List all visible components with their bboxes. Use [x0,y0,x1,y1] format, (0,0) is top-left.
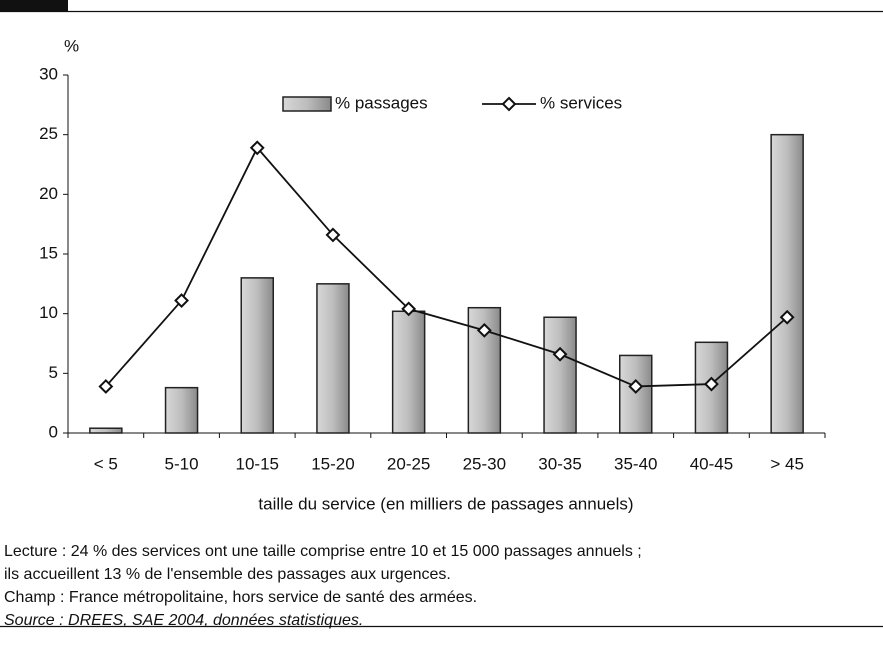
bar [770,133,804,434]
x-tick-label: 30-35 [538,454,581,473]
x-tick-label: 25-30 [463,454,506,473]
line-marker [476,322,492,338]
x-tick-label: 5-10 [165,454,199,473]
x-tick-label: 40-45 [690,454,733,473]
y-tick-label: 15 [39,243,58,262]
line-marker [249,140,265,156]
source: Source : DREES, SAE 2004, données statis… [4,612,363,629]
legend-marker [501,96,517,112]
y-axis-label: % [64,36,79,55]
y-tick-label: 30 [39,64,58,83]
line-marker [401,301,417,317]
x-tick-label: 15-20 [311,454,354,473]
bar [89,427,123,434]
line-marker [628,379,644,394]
x-tick-label: 20-25 [387,454,430,473]
line [105,146,788,388]
y-tick-label: 25 [39,124,58,143]
header-tab [0,0,68,12]
note: Lecture : 24 % des services ont une tail… [4,543,642,560]
x-axis-label: taille du service (en milliers de passag… [258,494,633,513]
note: ils accueillent 13 % de l'ensemble des p… [4,566,451,583]
y-tick-label: 20 [39,184,58,203]
legend-label: % services [540,93,622,112]
line-marker [325,227,341,243]
legend-label: % passages [335,93,428,112]
bar [240,277,274,434]
bar [619,354,653,434]
x-tick-label: 35-40 [614,454,657,473]
bar [391,310,426,434]
x-tick-label: 10-15 [236,454,279,473]
x-tick-label: > 45 [770,454,804,473]
line-marker [552,346,568,362]
bar [694,341,729,434]
bar [543,316,577,434]
line-marker [704,376,719,392]
y-tick-label: 10 [39,303,58,322]
line-marker [98,379,114,394]
bar [316,283,350,434]
x-tick-label: < 5 [94,454,118,473]
y-tick-label: 5 [49,363,58,382]
line-marker [174,293,189,308]
y-tick-label: 0 [49,422,58,441]
line-marker [779,309,795,325]
bar [164,386,199,434]
note: Champ : France métropolitaine, hors serv… [4,589,477,606]
legend-swatch [282,96,332,112]
